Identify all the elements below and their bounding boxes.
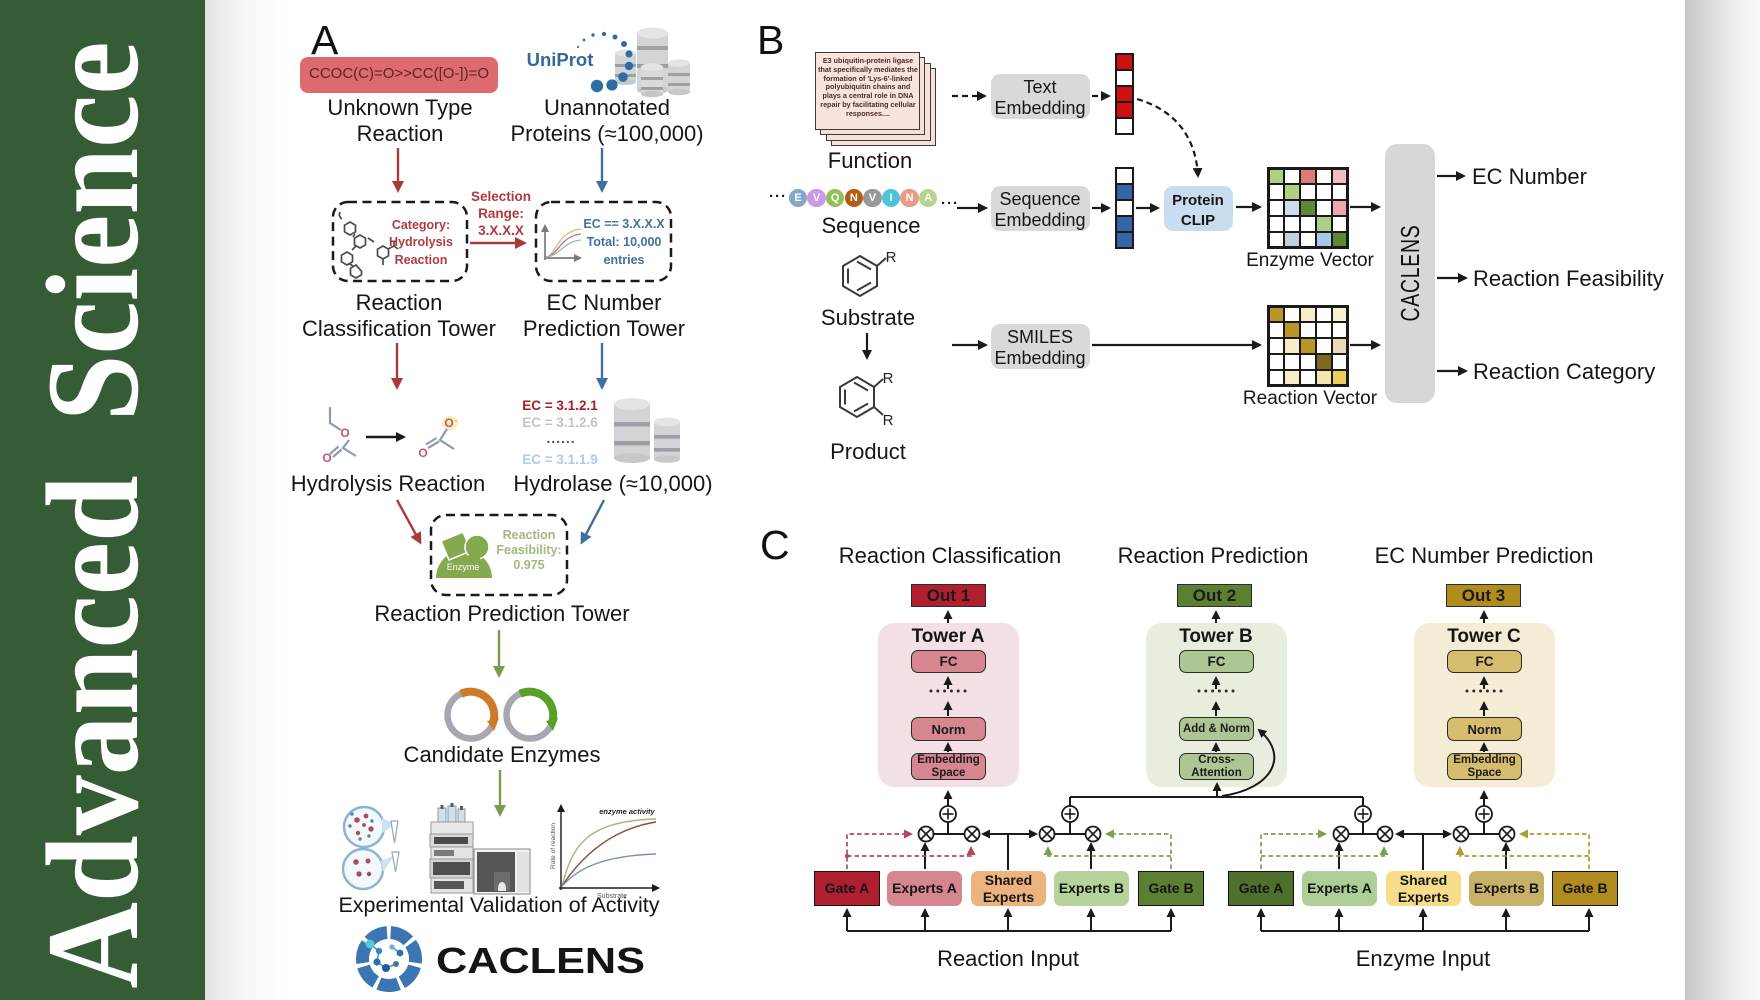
svg-text:O: O	[444, 416, 453, 430]
svg-text:R: R	[883, 370, 894, 387]
svg-text:O: O	[418, 446, 427, 460]
svg-text:Substrate: Substrate	[597, 893, 627, 900]
svg-text:CACLENS: CACLENS	[436, 940, 645, 981]
svg-text:O: O	[322, 451, 331, 465]
svg-text:-: -	[455, 416, 458, 425]
svg-text:enzyme activity: enzyme activity	[599, 807, 655, 816]
svg-text:R: R	[886, 249, 897, 266]
svg-text:R: R	[883, 412, 894, 429]
svg-text:CACLENS: CACLENS	[1395, 225, 1425, 322]
svg-text:Enzyme: Enzyme	[447, 562, 480, 572]
svg-text:O: O	[340, 426, 349, 440]
svg-text:Rate of reaction: Rate of reaction	[550, 823, 557, 869]
